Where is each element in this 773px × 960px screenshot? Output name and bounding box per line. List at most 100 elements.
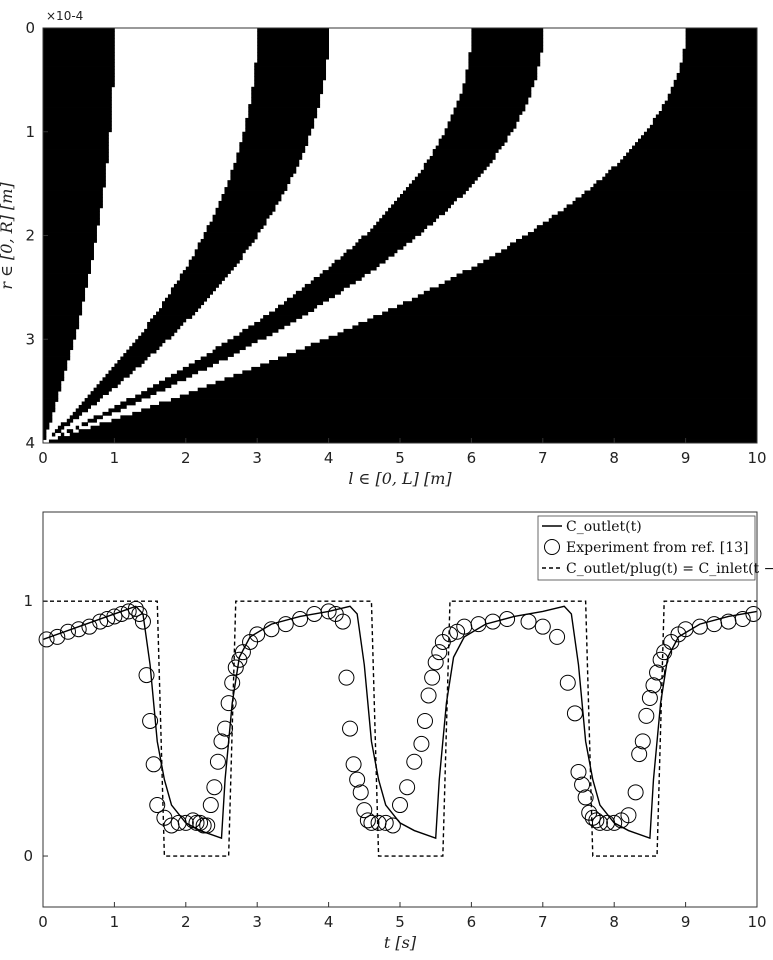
stripe-cell [43,249,94,254]
experiment-point [606,814,623,831]
stripe-cell [43,401,56,406]
stripe-cell [221,342,252,347]
stripe-cell [468,55,541,60]
stripe-cell [352,245,404,250]
stripe-cell [43,69,115,74]
stripe-cell [664,100,758,105]
stripe-cell [167,294,210,299]
stripe-cell [685,31,758,36]
stripe-cell [661,107,758,112]
stripe-cell [43,31,115,36]
stripe-cell [43,135,109,140]
top-x-tick-label: 3 [252,449,262,467]
stripe-cell [43,183,106,188]
stripe-cell [51,432,56,437]
plug-flow-line [43,600,757,857]
stripe-cell [626,152,758,157]
stripe-cell [203,235,258,240]
stripe-cell [43,97,112,102]
stripe-cell [170,290,213,295]
stripe-cell [203,232,258,236]
stripe-cell [57,436,758,440]
stripe-cell [673,83,758,88]
stripe-cell [69,432,758,437]
stripe-cell [43,83,115,88]
stripe-cell [90,425,758,430]
stripe-cell [462,90,532,95]
stripe-cell [90,391,109,395]
stripe-cell [257,59,327,63]
experiment-point [649,664,666,681]
stripe-cell [527,232,758,236]
stripe-cell [343,252,395,257]
stripe-cell [590,187,758,191]
experiment-point [38,631,55,648]
bottom-x-tick-label: 5 [395,913,405,931]
top-y-tick-label: 3 [25,330,35,348]
stripe-cell [43,301,83,306]
stripe-cell [43,328,77,333]
stripe-cell [292,294,335,299]
stripe-cell [212,218,267,223]
stripe-cell [367,318,758,323]
stripe-cell [652,121,758,126]
stripe-cell [301,287,344,292]
stripe-cell [43,335,77,340]
stripe-cell [635,142,758,146]
experiment-point [441,626,458,643]
stripe-cell [239,142,309,146]
stripe-cell [649,124,758,129]
stripe-cell [78,404,91,409]
experiment-point [345,756,362,773]
stripe-cell [337,332,758,337]
stripe-cell [248,114,318,119]
stripe-cell [483,259,758,264]
stripe-cell [43,62,115,67]
stripe-cell [141,391,157,395]
stripe-cell [43,346,74,351]
experiment-point [520,613,537,630]
stripe-cell [120,356,148,361]
stripe-cell [43,242,94,247]
experiment-point [177,814,194,831]
experiment-point [184,812,201,829]
stripe-cell [471,28,544,32]
stripe-cell [462,270,758,274]
stripe-cell [382,214,440,219]
experiment-point [292,611,309,628]
stripe-cell [295,349,758,354]
stripe-cell [188,263,237,268]
bottom-x-tick-label: 3 [252,913,262,931]
stripe-cell [682,59,758,63]
stripe-cell [239,332,273,337]
stripe-cell [43,384,62,389]
stripe-cell [43,131,109,136]
stripe-cell [43,169,106,174]
stripe-cell [417,294,758,299]
stripe-cell [432,149,499,153]
stripe-cell [156,311,196,316]
stripe-cell [257,55,329,60]
stripe-cell [66,429,74,434]
stripe-cell [43,114,112,119]
stripe-cell [188,259,240,264]
stripe-cell [43,373,65,378]
stripe-cell [43,294,86,299]
experiment-point [145,756,162,773]
experiment-point [416,712,433,729]
stripe-cell [188,391,758,395]
stripe-cell [254,83,324,88]
stripe-cell [376,221,434,226]
experiment-point [399,779,416,796]
stripe-cell [43,408,56,413]
experiment-point [59,623,76,640]
experiment-point [413,735,430,752]
stripe-cell [215,380,758,385]
experiment-point [549,628,566,645]
stripe-cell [57,425,65,430]
top-x-tick-label: 0 [38,449,48,467]
stripe-cell [233,373,758,378]
stripe-cell [459,93,532,98]
stripe-cell [200,238,255,243]
